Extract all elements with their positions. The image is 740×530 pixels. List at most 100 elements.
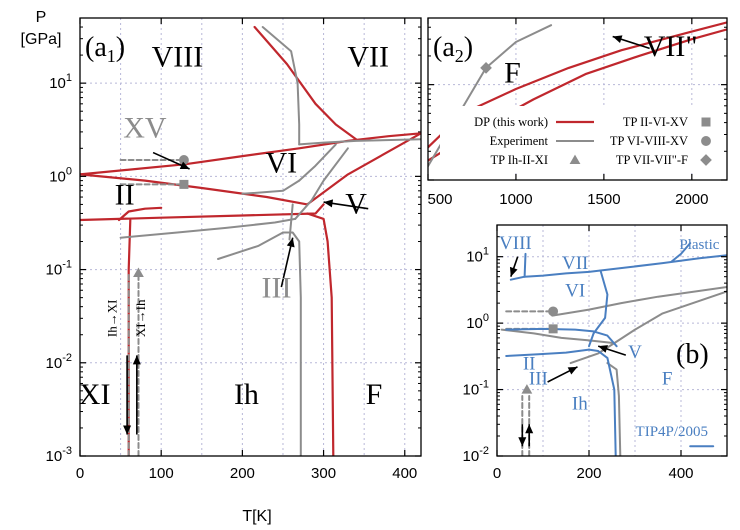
annotation-arrow-1 — [323, 199, 369, 210]
series-line-tip4p-13 — [588, 269, 609, 348]
phase-label-0: F — [504, 57, 521, 90]
phase-label-0: VIII — [499, 233, 532, 254]
y-tick-label: 100 — [466, 312, 489, 332]
marker-square-1 — [548, 324, 558, 334]
arrow-head — [598, 345, 608, 353]
phase-label-3: VI — [266, 147, 298, 180]
series-line-exp-8 — [261, 26, 301, 146]
phase-label-1: VII" — [644, 30, 698, 63]
y-tick-label: 101 — [49, 72, 72, 92]
phase-label-1: VII — [347, 41, 389, 74]
transition-label-1: XI→Ih — [133, 299, 148, 337]
phase-label-8: Ih — [234, 378, 259, 411]
x-tick-label: 400 — [668, 465, 693, 482]
panel-label: (a1) — [85, 32, 125, 66]
series-line-exp-3 — [569, 342, 616, 365]
panel-label: (b) — [676, 339, 709, 370]
grid — [80, 18, 421, 456]
arrow-head — [286, 237, 295, 248]
x-tick-label: 300 — [311, 465, 336, 482]
series-group — [500, 242, 727, 456]
series-line-exp-9 — [298, 138, 421, 146]
x-tick-label: 100 — [149, 465, 174, 482]
phase-label-6: III — [261, 272, 291, 305]
x-tick-label: 500 — [427, 191, 452, 208]
arrow-head — [323, 199, 334, 208]
series-line-exp-14 — [217, 231, 284, 260]
series-line-exp-4 — [606, 362, 622, 456]
marker-square-1 — [179, 179, 189, 189]
series-line-exp-13 — [294, 147, 349, 220]
annotation-arrow-0 — [152, 151, 190, 170]
y-tick-label: 10-1 — [463, 379, 489, 399]
arrow-head — [612, 35, 623, 44]
phase-label-4: II — [115, 178, 135, 211]
phase-label-3: VI — [565, 281, 585, 302]
phase-label-5: V — [345, 187, 367, 220]
x-tick-label: 0 — [493, 465, 501, 482]
annotation-arrow-3 — [518, 424, 527, 447]
y-tick-label: 10-1 — [46, 259, 72, 279]
series-line-dp-2 — [80, 173, 309, 206]
y-tick-label: 10-2 — [463, 445, 489, 465]
series-line-exp-1 — [500, 328, 616, 345]
y-tick-label: 100 — [49, 165, 72, 185]
y-tick-label: 101 — [466, 246, 489, 266]
legend: DP (this work) Experiment TP Ih-II-XI TP II… — [440, 106, 724, 172]
legend-background — [440, 106, 724, 172]
arrow-head — [179, 161, 190, 169]
annotation-arrow-1 — [597, 345, 627, 356]
annotation-arrow-2 — [280, 237, 295, 288]
phase-label-6: III — [529, 368, 548, 389]
x-axis-title: T[K] — [242, 508, 271, 525]
phase-label-5: V — [628, 342, 642, 363]
annotation-arrow-2 — [547, 366, 578, 383]
arrow-head — [132, 355, 141, 365]
series-line-tip4p-10 — [599, 254, 727, 272]
tick-marks — [427, 18, 727, 181]
phase-label-9: F — [366, 378, 383, 411]
panel-a2: 500 1000 1500 2000 F VII" (a2) DP (this work) Ex… — [427, 17, 728, 208]
series-line-exp-10 — [241, 179, 301, 195]
annotation-arrow-4 — [525, 424, 534, 447]
series-line-tip4p-9 — [509, 269, 602, 281]
series-line-tip4p-12 — [523, 252, 527, 278]
series-line-tip4p-14 — [505, 327, 618, 348]
arrow-head — [525, 424, 534, 434]
legend-entry-label-1: Experiment — [490, 134, 549, 148]
legend-swatch-circle — [701, 136, 711, 146]
series-line-exp-0 — [551, 286, 727, 317]
x-tick-label: 1000 — [499, 191, 532, 208]
phase-label-4: II — [523, 354, 536, 375]
series-line-exp-11 — [298, 143, 337, 182]
plot-frame — [496, 224, 728, 457]
transition-label-0: Ih→XI — [105, 300, 120, 338]
arrow-head — [509, 266, 518, 277]
phase-label-2: Plastic — [679, 237, 719, 253]
annotation-arrow-3 — [123, 355, 132, 435]
x-tick-label: 0 — [76, 465, 84, 482]
y-tick-label: 10-2 — [46, 352, 72, 372]
series-line-exp-2 — [613, 290, 727, 345]
y-tick-label: 10-3 — [46, 445, 72, 465]
annotation-arrow-0 — [612, 35, 650, 50]
annotation-arrow-4 — [132, 355, 141, 435]
plot-frame — [79, 17, 422, 457]
phase-label-7: F — [662, 368, 673, 389]
series-line-dp-3 — [306, 132, 421, 206]
series-line-dp-0 — [253, 25, 358, 141]
legend-swatch-diamond — [700, 154, 712, 166]
x-tick-label: 400 — [392, 465, 417, 482]
marker-diamond-0 — [480, 62, 492, 74]
series-line-tip4p-16 — [588, 348, 617, 456]
legend-entry-label-4: TP VI-VIII-XV — [610, 134, 688, 148]
x-tick-label: 1500 — [587, 191, 620, 208]
legend-entry-label-3: TP II-VI-XV — [623, 115, 688, 129]
phase-label-7: XI — [79, 378, 111, 411]
marker-triangle-2 — [133, 267, 144, 278]
series-line-exp-12 — [119, 217, 297, 239]
panel-label: (a2) — [433, 32, 473, 66]
